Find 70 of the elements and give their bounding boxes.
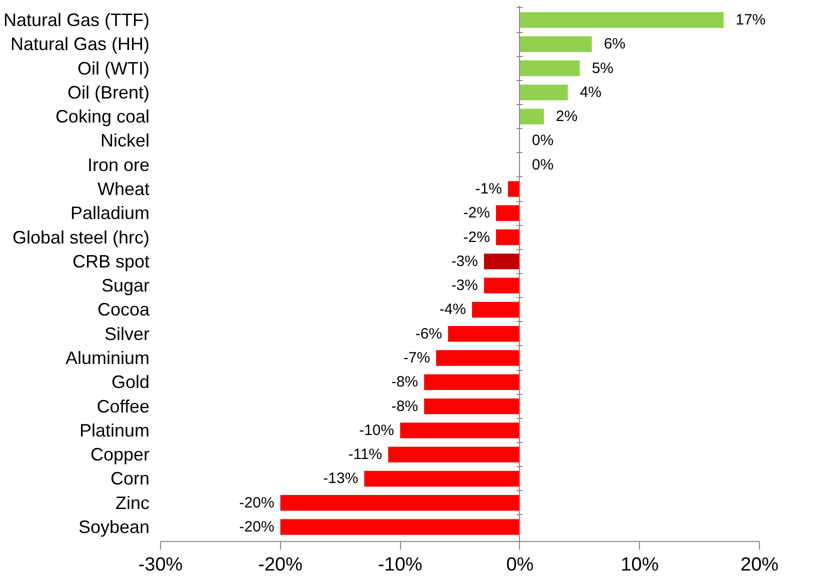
bar [280,519,520,535]
y-tick-label: Copper [90,444,150,465]
y-tick-label: Global steel (hrc) [12,227,150,248]
bar [280,495,520,511]
bar [388,446,520,462]
bar [520,12,724,28]
data-label: -3% [451,252,478,270]
y-tick-label: Soybean [78,517,150,538]
x-tick-label: -20% [258,554,303,576]
data-label: 0% [532,132,554,150]
y-tick-label: Gold [111,372,150,392]
y-tick-label: Cocoa [97,300,150,320]
data-label: -7% [403,350,430,367]
bar [424,374,520,390]
bar [448,326,520,342]
y-tick-label: Nickel [100,130,150,151]
bar [508,181,520,197]
bar [400,422,520,438]
y-tick-label: Natural Gas (TTF) [3,10,150,30]
y-tick-label: Coffee [96,396,150,416]
y-tick-label: Sugar [101,276,150,296]
data-label: -20% [239,518,274,536]
bar [520,84,568,100]
bar [484,254,520,270]
bar [364,470,520,487]
x-tick-label: 20% [740,554,779,576]
y-tick-label: Aluminium [65,348,150,368]
y-tick-label: CRB spot [72,251,150,272]
data-label: -2% [463,204,490,222]
data-label: 5% [592,60,614,77]
x-tick-label: 0% [506,554,534,576]
data-label: 17% [736,11,766,28]
data-label: -4% [439,301,466,318]
data-label: -10% [359,422,394,439]
bar [424,398,520,414]
y-tick-label: Corn [110,468,150,489]
data-label: -8% [391,374,418,391]
x-tick-label: -10% [378,554,422,576]
y-tick-label: Zinc [115,492,150,513]
y-tick-label: Platinum [79,420,150,440]
data-label: 4% [580,84,602,101]
data-label: 6% [604,36,626,53]
y-tick-label: Wheat [97,178,150,199]
bar [436,350,520,366]
y-tick-label: Coking coal [55,106,150,127]
data-label: -13% [323,470,358,488]
bar [496,229,520,246]
y-tick-label: Palladium [70,203,150,224]
data-label: -11% [348,446,382,464]
bar [496,205,520,221]
data-label: -8% [391,398,418,415]
data-label: -20% [239,494,274,512]
data-label: -2% [463,228,490,246]
bar [520,36,592,52]
data-label: -1% [475,180,502,198]
x-tick-label: -30% [138,554,183,576]
bar [520,60,580,76]
data-label: 0% [532,156,554,174]
data-label: -3% [451,277,478,294]
x-tick-label: 10% [620,554,659,576]
y-tick-label: Natural Gas (HH) [10,34,150,54]
y-tick-label: Silver [104,324,150,344]
bar [520,108,544,124]
data-label: -6% [415,325,442,342]
data-label: 2% [556,108,578,126]
y-tick-label: Oil (WTI) [78,58,150,78]
bar [484,278,520,294]
bar [472,302,520,318]
y-tick-label: Iron ore [87,154,150,175]
y-tick-label: Oil (Brent) [67,82,150,102]
